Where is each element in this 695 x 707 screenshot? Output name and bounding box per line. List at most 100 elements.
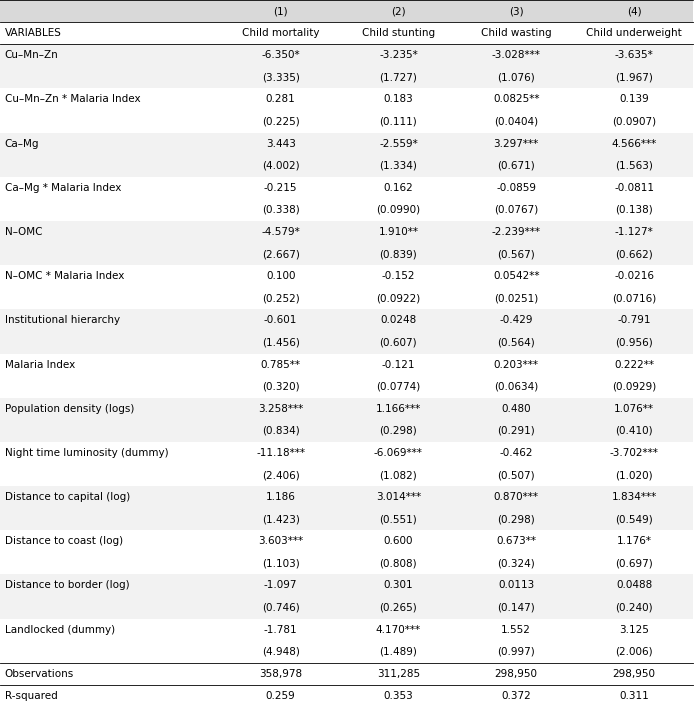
Text: (0.0990): (0.0990)	[377, 205, 420, 215]
Text: (0.834): (0.834)	[262, 426, 300, 436]
Bar	[0, 287, 222, 310]
Bar	[457, 486, 575, 508]
Bar	[222, 133, 340, 155]
Bar	[340, 243, 457, 265]
Text: Institutional hierarchy: Institutional hierarchy	[5, 315, 120, 325]
Bar	[340, 442, 457, 464]
Text: 311,285: 311,285	[377, 669, 420, 679]
Bar	[575, 597, 693, 619]
Bar	[222, 530, 340, 552]
Text: -0.429: -0.429	[500, 315, 533, 325]
Bar	[340, 265, 457, 287]
Text: 1.176*: 1.176*	[616, 537, 651, 547]
Bar	[457, 177, 575, 199]
Text: (0.746): (0.746)	[262, 602, 300, 612]
Bar	[457, 199, 575, 221]
Bar	[340, 420, 457, 442]
Text: (1.334): (1.334)	[379, 160, 418, 170]
Bar	[575, 486, 693, 508]
Text: (0.0774): (0.0774)	[376, 382, 420, 392]
Text: -1.127*: -1.127*	[614, 227, 653, 237]
Text: -11.18***: -11.18***	[256, 448, 305, 458]
Bar	[575, 619, 693, 641]
Bar	[457, 442, 575, 464]
Text: (1.727): (1.727)	[379, 72, 418, 82]
Bar	[457, 243, 575, 265]
Bar	[457, 508, 575, 530]
Text: (3.335): (3.335)	[262, 72, 300, 82]
Bar	[0, 619, 222, 641]
Bar	[457, 0, 575, 22]
Text: -0.462: -0.462	[500, 448, 533, 458]
Bar	[575, 332, 693, 354]
Text: 0.301: 0.301	[384, 580, 414, 590]
Bar	[575, 685, 693, 707]
Text: 0.139: 0.139	[619, 95, 649, 105]
Text: -0.791: -0.791	[617, 315, 651, 325]
Text: 298,950: 298,950	[495, 669, 538, 679]
Bar	[575, 530, 693, 552]
Bar	[340, 530, 457, 552]
Bar	[0, 177, 222, 199]
Bar	[340, 397, 457, 420]
Text: Population density (logs): Population density (logs)	[5, 404, 134, 414]
Text: -4.579*: -4.579*	[261, 227, 300, 237]
Bar	[0, 641, 222, 663]
Bar	[0, 0, 222, 22]
Text: 0.600: 0.600	[384, 537, 413, 547]
Bar	[0, 199, 222, 221]
Text: (1.456): (1.456)	[262, 337, 300, 347]
Bar	[0, 552, 222, 574]
Bar	[222, 199, 340, 221]
Text: -0.121: -0.121	[382, 360, 415, 370]
Text: (1.563): (1.563)	[615, 160, 653, 170]
Text: 298,950: 298,950	[612, 669, 655, 679]
Text: -0.152: -0.152	[382, 271, 415, 281]
Text: Ca–Mg: Ca–Mg	[5, 139, 40, 148]
Bar	[222, 221, 340, 243]
Text: Distance to coast (log): Distance to coast (log)	[5, 537, 123, 547]
Bar	[575, 310, 693, 332]
Bar	[575, 375, 693, 397]
Text: 3.014***: 3.014***	[376, 492, 421, 502]
Bar	[457, 420, 575, 442]
Bar	[457, 22, 575, 44]
Bar	[0, 597, 222, 619]
Text: (3): (3)	[509, 6, 523, 16]
Text: 0.311: 0.311	[619, 691, 649, 701]
Text: (2.406): (2.406)	[262, 470, 300, 480]
Text: (0.324): (0.324)	[498, 559, 535, 568]
Text: Cu–Mn–Zn * Malaria Index: Cu–Mn–Zn * Malaria Index	[5, 95, 140, 105]
Bar	[0, 486, 222, 508]
Bar	[575, 199, 693, 221]
Text: (0.671): (0.671)	[498, 160, 535, 170]
Text: (0.0907): (0.0907)	[612, 117, 656, 127]
Text: (1.103): (1.103)	[262, 559, 300, 568]
Text: (0.549): (0.549)	[615, 514, 653, 524]
Bar	[0, 464, 222, 486]
Text: 0.162: 0.162	[384, 183, 414, 193]
Bar	[222, 243, 340, 265]
Bar	[340, 508, 457, 530]
Text: (0.240): (0.240)	[615, 602, 653, 612]
Text: (0.551): (0.551)	[379, 514, 417, 524]
Bar	[0, 530, 222, 552]
Text: (0.0767): (0.0767)	[494, 205, 539, 215]
Bar	[457, 397, 575, 420]
Bar	[457, 88, 575, 110]
Bar	[222, 442, 340, 464]
Text: 0.183: 0.183	[384, 95, 414, 105]
Text: 1.076**: 1.076**	[614, 404, 654, 414]
Text: R-squared: R-squared	[5, 691, 58, 701]
Bar	[222, 0, 340, 22]
Text: -6.350*: -6.350*	[261, 50, 300, 60]
Bar	[340, 663, 457, 685]
Text: Child stunting: Child stunting	[362, 28, 435, 38]
Text: (0.607): (0.607)	[379, 337, 417, 347]
Text: (0.507): (0.507)	[498, 470, 535, 480]
Text: -0.0811: -0.0811	[614, 183, 654, 193]
Bar	[222, 88, 340, 110]
Bar	[340, 199, 457, 221]
Bar	[222, 177, 340, 199]
Text: (0.0922): (0.0922)	[376, 293, 420, 303]
